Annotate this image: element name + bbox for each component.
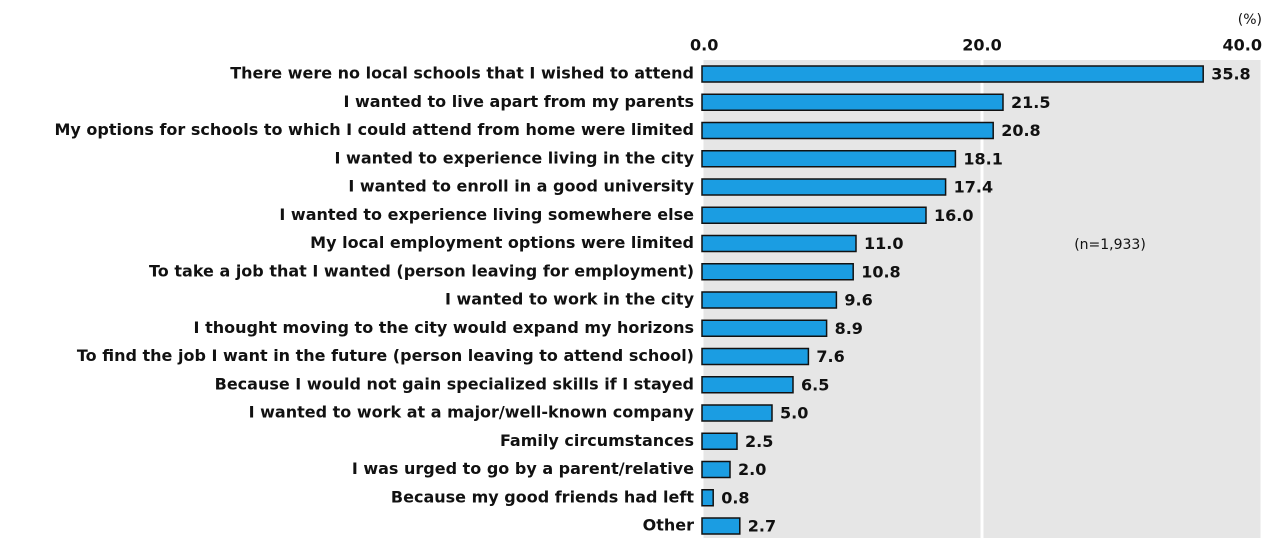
bar xyxy=(701,460,731,479)
y-tick-label: I wanted to work at a major/well-known c… xyxy=(249,403,695,422)
bar xyxy=(701,376,794,394)
bar xyxy=(701,150,957,168)
y-tick-label: I wanted to work in the city xyxy=(445,290,695,309)
y-tick-label: I was urged to go by a parent/relative xyxy=(352,459,694,478)
value-label: 0.8 xyxy=(721,488,749,507)
value-label: 11.0 xyxy=(864,234,903,253)
y-tick-label: Because my good friends had left xyxy=(391,487,694,506)
y-tick-label: I thought moving to the city would expan… xyxy=(194,318,694,337)
value-label: 35.8 xyxy=(1211,65,1250,84)
value-label: 21.5 xyxy=(1011,93,1050,112)
y-tick-label: Other xyxy=(643,516,694,535)
bar xyxy=(701,93,1004,111)
x-tick-label: 40.0 xyxy=(1223,36,1262,55)
x-tick-label: 0.0 xyxy=(690,36,718,55)
value-label: 10.8 xyxy=(861,262,900,281)
value-label: 6.5 xyxy=(801,375,829,394)
y-tick-label: To find the job I want in the future (pe… xyxy=(77,346,694,365)
value-label: 2.7 xyxy=(748,517,776,536)
bar xyxy=(701,404,773,422)
bar xyxy=(701,489,714,507)
bar xyxy=(701,178,947,196)
y-tick-label: I wanted to experience living in the cit… xyxy=(335,148,695,167)
bar xyxy=(701,432,738,450)
bar xyxy=(701,291,838,309)
y-tick-label: I wanted to enroll in a good university xyxy=(348,177,694,196)
value-label: 2.0 xyxy=(738,460,766,479)
y-tick-label: I wanted to experience living somewhere … xyxy=(279,205,694,224)
unit-label: (%) xyxy=(1238,12,1262,28)
value-label: 9.6 xyxy=(844,291,872,310)
y-tick-label: Because I would not gain specialized ski… xyxy=(215,374,694,393)
value-label: 20.8 xyxy=(1001,121,1040,140)
x-tick-label: 20.0 xyxy=(962,36,1001,55)
y-tick-label: Family circumstances xyxy=(500,431,694,450)
value-label: 7.6 xyxy=(816,347,844,366)
bar xyxy=(701,319,828,337)
value-label: 18.1 xyxy=(963,149,1002,168)
bar xyxy=(701,347,810,366)
bar xyxy=(701,65,1204,83)
y-tick-label: My options for schools to which I could … xyxy=(54,120,694,139)
value-label: 16.0 xyxy=(934,206,973,225)
y-tick-label: To take a job that I wanted (person leav… xyxy=(149,261,694,280)
annotation: (n=1,933) xyxy=(1074,237,1146,253)
value-label: 8.9 xyxy=(835,319,863,338)
bar xyxy=(701,263,854,281)
y-tick-label: I wanted to live apart from my parents xyxy=(343,92,694,111)
bar xyxy=(701,517,741,535)
bar xyxy=(701,121,994,140)
value-label: 17.4 xyxy=(954,178,993,197)
bar xyxy=(701,206,927,224)
value-label: 5.0 xyxy=(780,404,808,423)
y-tick-label: There were no local schools that I wishe… xyxy=(230,64,694,83)
value-label: 2.5 xyxy=(745,432,773,451)
bar xyxy=(701,234,857,253)
y-tick-label: My local employment options were limited xyxy=(310,233,694,252)
